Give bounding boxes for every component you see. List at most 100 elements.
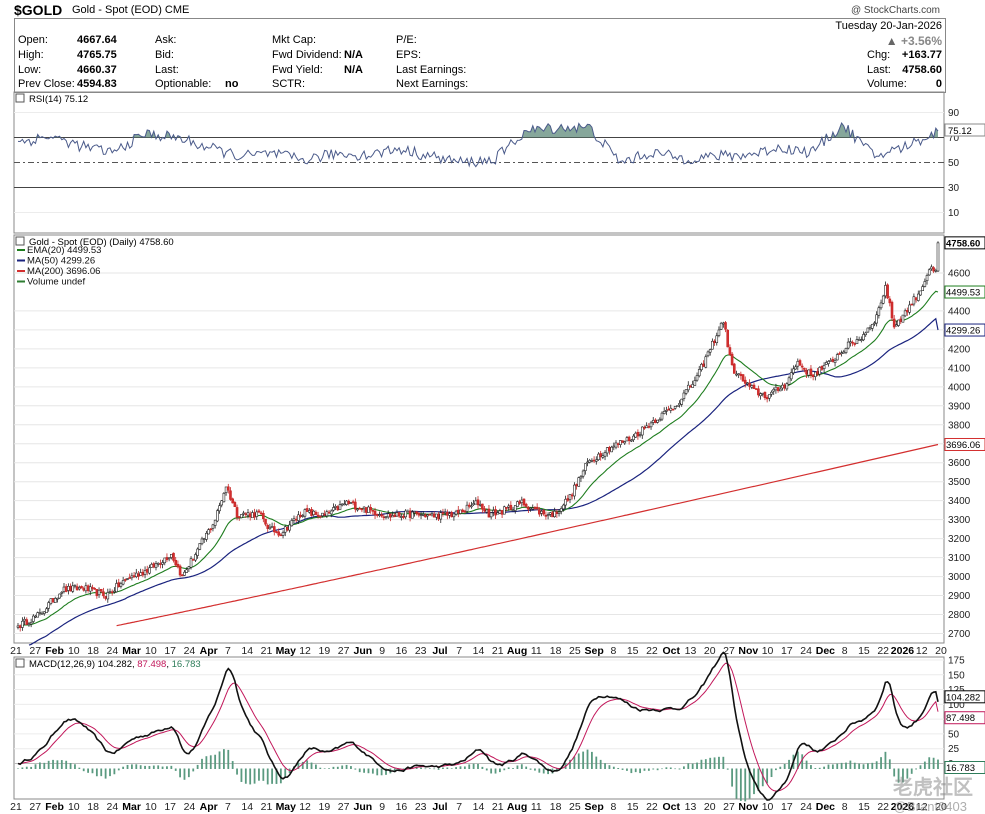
- candle-body: [895, 324, 898, 327]
- x-tick-label: 8: [610, 645, 616, 657]
- last-label: Last:: [155, 64, 179, 76]
- macd-hist-bar: [612, 766, 615, 769]
- candle-body: [167, 557, 171, 560]
- candle-body: [117, 582, 121, 588]
- candle-body: [305, 508, 309, 512]
- price-collapse-box[interactable]: [15, 236, 25, 246]
- candle-body: [588, 460, 592, 463]
- candle-body: [835, 354, 839, 361]
- macd-hist-bar: [297, 762, 300, 769]
- x-tick-label: 20: [704, 645, 716, 657]
- macd-hist-bar: [586, 749, 589, 769]
- macd-hist-bar: [170, 765, 173, 769]
- price-tick-label: 4000: [948, 382, 971, 393]
- candle-body: [32, 615, 35, 622]
- x-tick-label: 24: [800, 801, 812, 813]
- candle-body: [800, 365, 804, 368]
- candle-body: [544, 514, 548, 517]
- x-tick-label: 7: [225, 645, 231, 657]
- macd-hist-bar: [227, 749, 230, 769]
- x-tick-label: 21: [261, 645, 273, 657]
- candle-body: [759, 393, 762, 397]
- x-tick-label: 27: [723, 801, 735, 813]
- candle-body: [654, 419, 657, 424]
- macd-hist-bar: [897, 768, 900, 783]
- candle-body: [884, 285, 887, 297]
- candle-body: [794, 366, 797, 370]
- candle-body: [264, 518, 267, 525]
- candle-body: [864, 332, 868, 336]
- candle-body: [555, 511, 559, 514]
- last-price-value: 4758.60: [902, 64, 942, 76]
- candle-body: [597, 453, 600, 460]
- candle-body: [610, 446, 613, 453]
- mkt-cap-label: Mkt Cap:: [272, 34, 317, 46]
- candle-body: [360, 508, 364, 511]
- x-tick-label: 8: [842, 645, 848, 657]
- macd-signal-line: [17, 662, 939, 792]
- macd-hist-bar: [770, 768, 773, 778]
- candle-body: [456, 509, 460, 514]
- candle-body: [235, 507, 239, 518]
- macd-hist-bar: [617, 768, 620, 769]
- candle-body: [283, 526, 287, 533]
- macd-hist-bar: [534, 768, 536, 771]
- macd-hist-bar: [840, 762, 843, 769]
- candle-body: [531, 507, 535, 510]
- price-tick-label: 3800: [948, 420, 971, 431]
- candle-body: [722, 322, 725, 325]
- rsi-tick-label: 30: [948, 183, 960, 194]
- candle-body: [51, 598, 55, 603]
- macd-hist-bar: [262, 768, 265, 781]
- candle-body: [75, 586, 79, 591]
- rsi-collapse-box[interactable]: [15, 93, 25, 103]
- x-tick-label: 13: [685, 801, 697, 813]
- macd-hist-bar: [25, 766, 28, 769]
- macd-hist-bar: [30, 766, 33, 769]
- macd-hist-bar: [547, 768, 549, 775]
- x-tick-label: Nov: [738, 801, 758, 813]
- candle-body: [439, 512, 443, 520]
- candle-body: [680, 398, 684, 405]
- candle-body: [134, 572, 138, 578]
- macd-hist-bar: [100, 768, 103, 777]
- candle-body: [496, 512, 500, 515]
- macd-hist-bar: [472, 763, 475, 769]
- candle-body: [594, 459, 598, 462]
- macd-hist-bar: [775, 768, 777, 771]
- price-tick-label: 3900: [948, 401, 971, 412]
- candle-body: [901, 314, 905, 323]
- macd-hist-bar: [231, 761, 234, 769]
- candle-body: [216, 510, 219, 522]
- candle-body: [505, 507, 508, 509]
- macd-title-main: MACD(12,26,9) 104.282: [29, 659, 132, 670]
- macd-hist-bar: [450, 768, 453, 769]
- candle-body: [658, 419, 662, 422]
- candle-body: [386, 513, 390, 518]
- macd-hist-bar: [376, 768, 379, 776]
- macd-hist-bar: [814, 768, 817, 769]
- candle-body: [906, 310, 909, 313]
- candle-body: [781, 384, 784, 389]
- candle-body: [380, 514, 383, 517]
- candle-body: [527, 507, 530, 510]
- candle-body: [323, 513, 326, 516]
- sctr-label: SCTR:: [272, 78, 305, 90]
- candle-body: [851, 341, 854, 344]
- candle-body: [665, 410, 668, 412]
- candle-body: [849, 341, 852, 344]
- candle-body: [697, 369, 701, 377]
- candle-body: [60, 591, 64, 594]
- candle-body: [669, 407, 673, 411]
- candle-body: [630, 439, 633, 442]
- candle-body: [400, 516, 403, 518]
- ma50-tag-box: [944, 323, 985, 337]
- candle-body: [292, 518, 296, 521]
- candle-body: [774, 386, 778, 391]
- candle-body: [389, 513, 392, 518]
- candle-body: [562, 504, 565, 510]
- candle-body: [347, 500, 351, 504]
- macd-collapse-box[interactable]: [15, 658, 25, 668]
- macd-tags: 104.282 87.498 16.783: [944, 690, 985, 774]
- candle-body: [752, 384, 756, 389]
